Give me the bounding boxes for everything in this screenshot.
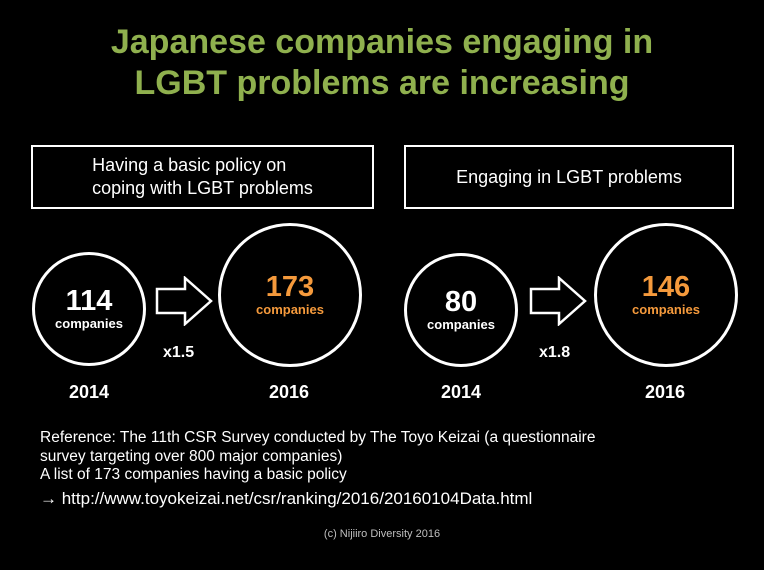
left-before-year: 2014 xyxy=(68,382,110,402)
reference-line-1: Reference: The 11th CSR Survey conducted… xyxy=(40,429,596,446)
right-before-circle: 80 companies xyxy=(404,253,518,367)
right-before-value: 80 xyxy=(444,285,478,318)
title-line-2: LGBT problems are increasing xyxy=(134,64,630,102)
left-before-unit: companies xyxy=(55,315,123,331)
right-after-circle: 146 companies xyxy=(594,223,738,367)
right-heading-box: Engaging in LGBT problems xyxy=(404,145,734,209)
left-before-value: 114 xyxy=(65,284,113,317)
reference-text: Reference: The 11th CSR Survey conducted… xyxy=(40,429,740,485)
left-arrow-icon xyxy=(155,276,213,326)
right-multiplier: x1.8 xyxy=(539,344,571,361)
right-before-year: 2014 xyxy=(440,382,482,402)
page-title: Japanese companies engaging in LGBT prob… xyxy=(0,22,764,104)
left-after-circle: 173 companies xyxy=(218,223,362,367)
right-heading: Engaging in LGBT problems xyxy=(456,166,682,187)
left-after-unit: companies xyxy=(256,301,324,317)
reference-line-2: survey targeting over 800 major companie… xyxy=(40,447,343,465)
left-multiplier: x1.5 xyxy=(163,344,195,361)
reference-line-3: A list of 173 companies having a basic p… xyxy=(40,466,347,483)
right-after-value: 146 xyxy=(641,270,691,303)
right-before-unit: companies xyxy=(427,316,495,332)
left-after-year: 2016 xyxy=(268,382,310,402)
right-arrow-icon xyxy=(529,276,587,326)
left-before-circle: 114 companies xyxy=(32,252,146,366)
left-heading-box: Having a basic policy on coping with LGB… xyxy=(31,145,374,209)
left-heading-line-2: coping with LGBT problems xyxy=(92,178,313,198)
title-line-1: Japanese companies engaging in xyxy=(110,23,654,61)
right-after-unit: companies xyxy=(632,301,700,317)
copyright-credit: (c) Nijiiro Diversity 2016 xyxy=(323,528,441,540)
reference-link[interactable]: → http://www.toyokeizai.net/csr/ranking/… xyxy=(40,489,533,508)
left-after-value: 173 xyxy=(265,270,315,303)
right-after-year: 2016 xyxy=(644,382,686,402)
left-heading-line-1: Having a basic policy on xyxy=(92,155,287,175)
